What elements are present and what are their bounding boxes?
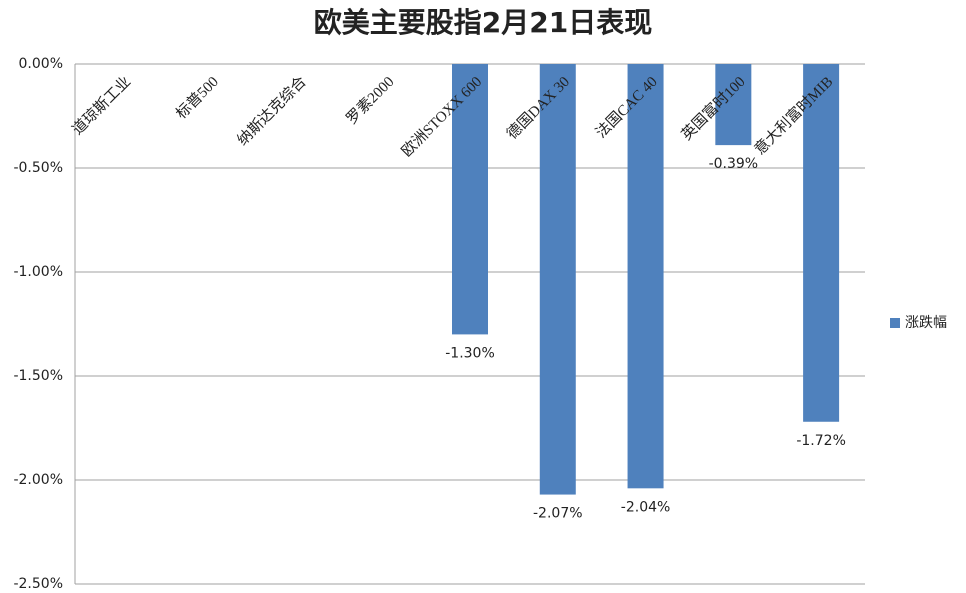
x-tick-label: 道琼斯工业: [69, 73, 134, 138]
data-label: -2.04%: [621, 499, 671, 515]
legend-swatch: [890, 318, 900, 328]
x-tick-label: 纳斯达克综合: [234, 73, 310, 149]
data-label: -1.72%: [796, 433, 846, 449]
y-tick-label: -0.50%: [13, 160, 63, 176]
bar: [715, 64, 752, 146]
x-tick-label: 罗素2000: [343, 73, 397, 127]
data-label: -0.39%: [709, 156, 759, 172]
y-tick-label: 0.00%: [19, 56, 63, 72]
legend-label: 涨跌幅: [905, 315, 947, 331]
bar: [803, 64, 840, 422]
y-tick-label: -1.00%: [13, 264, 63, 280]
data-label: -1.30%: [445, 345, 495, 361]
bar: [452, 64, 488, 335]
x-tick-label: 标普500: [173, 73, 222, 122]
y-tick-label: -2.50%: [13, 576, 63, 592]
chart-title: 欧美主要股指2月21日表现: [314, 6, 652, 39]
y-tick-label: -1.50%: [13, 368, 63, 384]
bar: [627, 64, 664, 489]
data-label: -2.07%: [533, 506, 583, 522]
y-tick-label: -2.00%: [13, 472, 63, 488]
bar: [539, 64, 576, 495]
